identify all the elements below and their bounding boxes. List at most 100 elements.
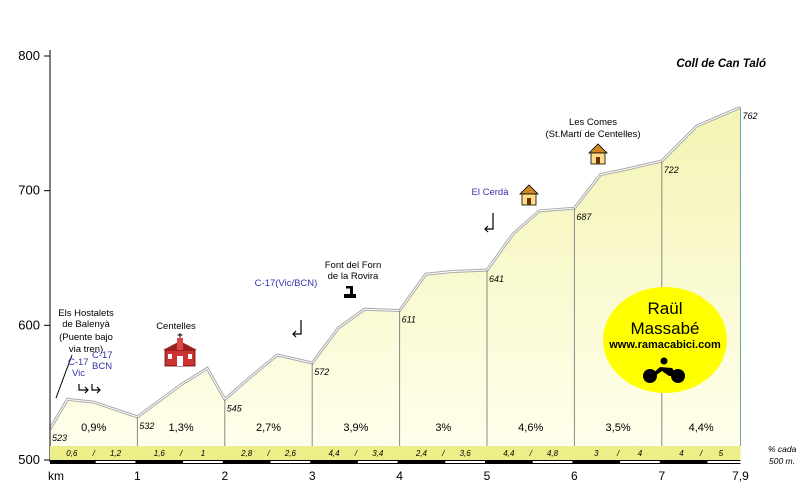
segment-separator: / xyxy=(616,449,620,458)
km-ruler-gap xyxy=(532,461,573,463)
elevation-label: 532 xyxy=(139,421,154,431)
profile-area xyxy=(50,107,741,460)
svg-text:C-17: C-17 xyxy=(68,357,89,368)
svg-text:de la Rovira: de la Rovira xyxy=(328,271,379,282)
segment-gradient: 1 xyxy=(201,449,205,458)
elevation-label: 722 xyxy=(664,165,679,175)
svg-text:C-17(Vic/BCN): C-17(Vic/BCN) xyxy=(255,278,318,289)
segment-gradient: 4,8 xyxy=(547,449,559,458)
segment-gradient: 5 xyxy=(719,449,724,458)
svg-text:(Puente bajo: (Puente bajo xyxy=(59,332,113,343)
gradient-label: 3% xyxy=(435,422,451,434)
profile-line-highlight xyxy=(49,106,741,430)
svg-text:Font del Forn: Font del Forn xyxy=(325,260,382,271)
segment-gradient: 1,2 xyxy=(110,449,122,458)
elevation-label: 572 xyxy=(314,367,329,377)
house-icon xyxy=(519,184,539,206)
segment-gradient: 0,6 xyxy=(66,449,78,458)
x-tick-label: 5 xyxy=(484,469,491,483)
elevation-label: 687 xyxy=(576,212,592,222)
right-turn-arrow-icon xyxy=(78,384,87,391)
annotation-c17-vic-bcn: C-17(Vic/BCN) xyxy=(255,278,318,338)
svg-text:www.ramacabici.com: www.ramacabici.com xyxy=(608,339,721,351)
svg-text:(St.Martí de Centelles): (St.Martí de Centelles) xyxy=(545,129,640,140)
gradient-label: 2,7% xyxy=(256,422,281,434)
x-tick-label: 6 xyxy=(571,469,578,483)
annotation-els-hostalets: Els Hostalets de Balenyà (Puente bajo vi… xyxy=(55,308,114,399)
x-axis-label: km xyxy=(48,469,64,483)
elevation-label: 611 xyxy=(402,315,416,325)
y-tick-label: 600 xyxy=(18,317,40,332)
x-tick-label: 7 xyxy=(658,469,665,483)
right-turn-arrow-icon xyxy=(91,384,99,391)
annotation-el-cerda: El Cerdà xyxy=(472,184,539,233)
left-turn-arrow-icon xyxy=(486,213,494,230)
svg-text:Massabé: Massabé xyxy=(631,319,700,338)
segment-gradient: 4 xyxy=(638,449,643,458)
segment-separator: / xyxy=(179,449,183,458)
segment-separator: / xyxy=(699,449,703,458)
house-icon xyxy=(588,143,608,165)
gradient-labels: 0,9% 0,6 / 1,2 1,3% 1,6 / 1 2,7% 2,8 / 2,6 3,9% 4,4 / 3… xyxy=(66,422,723,458)
gradient-band xyxy=(50,446,741,460)
segment-separator: / xyxy=(266,449,270,458)
fountain-icon xyxy=(344,286,356,298)
segment-separator: / xyxy=(354,449,358,458)
gradient-label: 4,4% xyxy=(689,422,714,434)
svg-text:Les Comes: Les Comes xyxy=(569,117,617,128)
gradient-label: 1,3% xyxy=(169,422,194,434)
segment-gradient: 4,4 xyxy=(328,449,340,458)
annotation-font-del-forn: Font del Forn de la Rovira xyxy=(325,260,382,298)
y-axis-ticks: 500 600 700 800 xyxy=(18,48,50,467)
gradient-label: 3,9% xyxy=(343,422,368,434)
x-tick-label: 2 xyxy=(221,469,228,483)
segment-separator: / xyxy=(441,449,445,458)
segment-gradient: 2,8 xyxy=(240,449,253,458)
cyclist-icon xyxy=(643,357,685,383)
segment-separator: / xyxy=(529,449,533,458)
annotation-c17-vic: C-17 Vic xyxy=(68,357,89,394)
km-ruler-gap xyxy=(183,461,223,463)
y-tick-label: 500 xyxy=(18,452,40,467)
elevation-label: 762 xyxy=(742,111,757,121)
x-tick-label: 7,9 xyxy=(732,469,749,483)
elevation-label: 641 xyxy=(489,274,504,284)
segment-gradient: 2,6 xyxy=(284,449,297,458)
x-axis-ticks: 1 2 3 4 5 6 7 7,9 xyxy=(50,460,749,483)
segment-gradient: 3 xyxy=(594,449,599,458)
x-tick-label: 4 xyxy=(396,469,403,483)
svg-text:via tren): via tren) xyxy=(69,344,103,355)
segment-separator: / xyxy=(92,449,96,458)
svg-text:El Cerdà: El Cerdà xyxy=(472,187,510,198)
gradient-label: 4,6% xyxy=(518,422,543,434)
svg-text:Raül: Raül xyxy=(648,299,683,318)
chart-title: Coll de Can Taló xyxy=(676,58,766,70)
elevation-label: 523 xyxy=(52,433,67,443)
gradient-label: 0,9% xyxy=(81,422,106,434)
church-icon xyxy=(163,333,197,367)
segment-gradient: 4,4 xyxy=(503,449,515,458)
gradient-note-line2: 500 m. xyxy=(769,456,795,466)
x-tick-label: 3 xyxy=(309,469,316,483)
annotation-les-comes: Les Comes (St.Martí de Centelles) xyxy=(545,117,641,165)
annotation-c17-bcn: C-17 BCN xyxy=(91,350,113,394)
km-ruler-gap xyxy=(270,461,311,463)
svg-text:BCN: BCN xyxy=(92,361,112,372)
annotation-centelles: Centelles xyxy=(156,321,196,332)
km-ruler-gap xyxy=(707,461,748,463)
segment-gradient: 2,4 xyxy=(415,449,428,458)
km-ruler-gap xyxy=(95,461,136,463)
elevation-labels: 523 532 545 572 611 641 687 722 762 xyxy=(52,111,757,443)
profile-area-layer xyxy=(48,105,742,460)
signature-badge: Raül Massabé www.ramacabici.com xyxy=(603,287,727,393)
segment-gradient: 3,6 xyxy=(460,449,472,458)
km-ruler-gap xyxy=(357,461,398,463)
segment-gradient: 3,4 xyxy=(372,449,384,458)
x-tick-label: 1 xyxy=(134,469,141,483)
km-ruler-gap xyxy=(620,461,660,463)
segment-gradient: 4 xyxy=(679,449,684,458)
km-ruler-gap xyxy=(445,461,485,463)
elevation-label: 545 xyxy=(227,403,243,413)
y-tick-label: 700 xyxy=(18,183,40,198)
